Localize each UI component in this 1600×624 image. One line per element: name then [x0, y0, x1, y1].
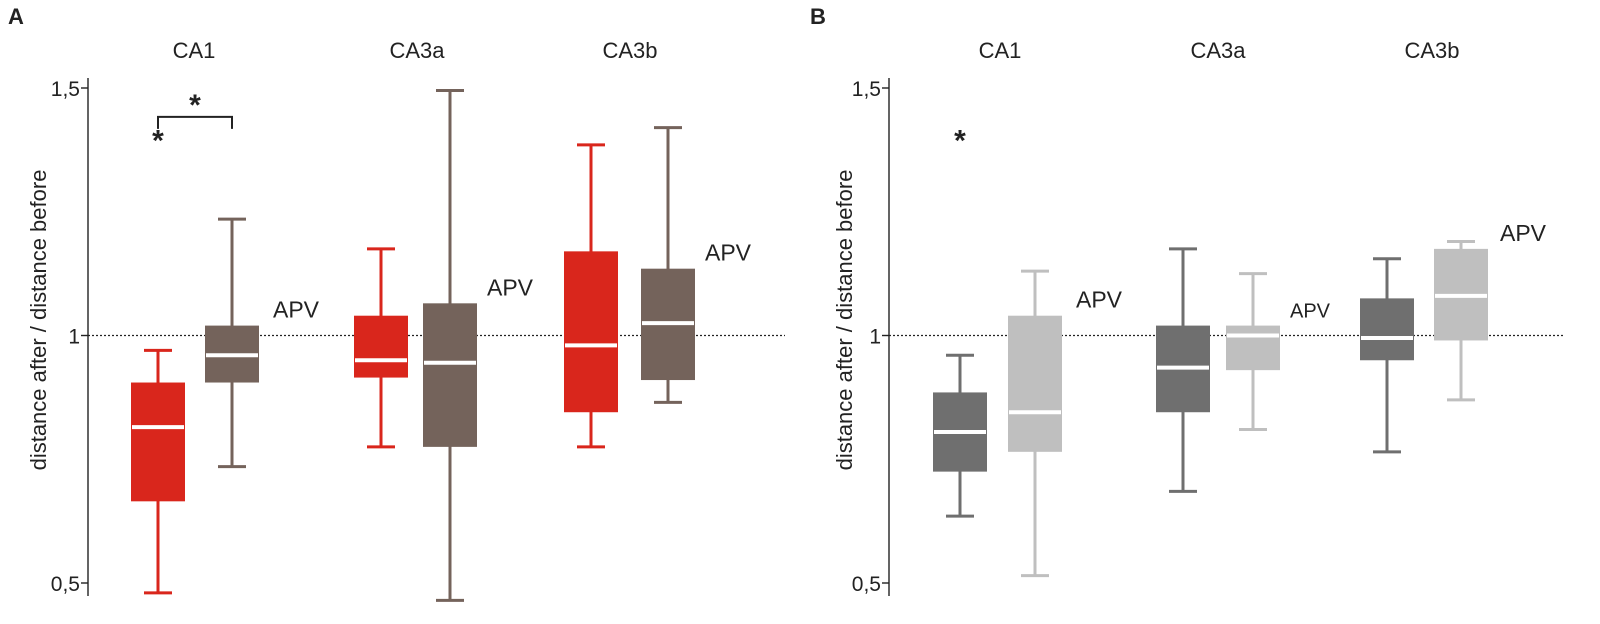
panel-b-apv-label-ca3b: APV: [1500, 220, 1547, 246]
panel-a-significance-star-single: *: [152, 125, 164, 158]
panel-b-y-axis-label: distance after / distance before: [832, 170, 857, 471]
panel-a-ca1-control-box: [131, 382, 185, 502]
panel-a-significance-star-bracket: *: [189, 89, 201, 122]
panel-a-apv-label-ca3b: APV: [705, 240, 752, 266]
panel-b-group-label-ca3a: CA3a: [1190, 38, 1246, 63]
panel-b: B CA1 CA3a CA3b distance after / distanc…: [810, 4, 1565, 596]
panel-a-y-axis-label: distance after / distance before: [26, 170, 51, 471]
panel-b-group-label-ca3b: CA3b: [1404, 38, 1459, 63]
panel-a-significance-bracket: [157, 115, 233, 129]
panel-b-group-label-ca1: CA1: [979, 38, 1022, 63]
panel-b-ca3a-apv-box: [1226, 325, 1280, 371]
panel-b-boxes: [933, 239, 1488, 578]
panel-a-letter: A: [8, 4, 24, 29]
panel-a-group-label-ca3b: CA3b: [602, 38, 657, 63]
panel-b-y-tick-label-0: 0,5: [852, 573, 881, 596]
panel-a-y-tick-label-2: 1,5: [51, 78, 80, 101]
panel-a-ca3a-apv-box: [423, 303, 477, 447]
panel-b-letter: B: [810, 4, 826, 29]
panel-b-y-tick-label-1: 1: [869, 326, 881, 349]
panel-b-significance-star-single: *: [954, 125, 966, 158]
panel-a: A CA1 CA3a CA3b distance after / distanc…: [8, 4, 785, 602]
panel-b-apv-label-ca1: APV: [1076, 287, 1123, 313]
panel-a-y-tick-label-1: 1: [68, 326, 80, 349]
panel-a-apv-label-ca3a: APV: [487, 274, 534, 300]
panel-a-group-label-ca1: CA1: [173, 38, 216, 63]
panel-b-ca3b-control-box: [1360, 298, 1414, 361]
panel-b-ca1-apv-box: [1008, 315, 1062, 452]
panel-b-apv-label-ca3a: APV: [1290, 301, 1331, 323]
panel-a-apv-label-ca1: APV: [273, 297, 320, 323]
panel-a-y-tick-label-0: 0,5: [51, 573, 80, 596]
panel-a-ca3b-control-box: [564, 251, 618, 413]
panel-b-y-tick-label-2: 1,5: [852, 78, 881, 101]
panel-a-boxes: [131, 88, 695, 602]
panel-a-ca3a-control-box: [354, 315, 408, 378]
panel-a-group-label-ca3a: CA3a: [389, 38, 445, 63]
